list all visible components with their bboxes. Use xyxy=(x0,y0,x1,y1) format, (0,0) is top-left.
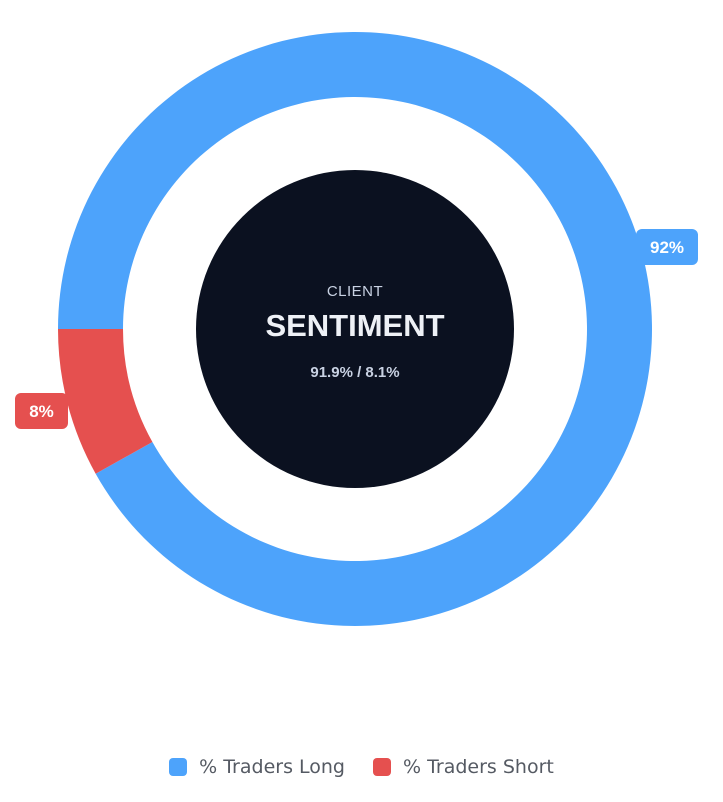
center-disc xyxy=(196,170,514,488)
legend-swatch-long xyxy=(169,758,188,776)
data-labels-layer: 92% 8% xyxy=(15,229,698,429)
legend-item-long[interactable]: % Traders Long xyxy=(169,756,345,778)
slices-layer xyxy=(58,31,652,627)
legend-item-short[interactable]: % Traders Short xyxy=(372,756,554,778)
data-label-short: 8% xyxy=(15,393,68,429)
slice-short[interactable] xyxy=(58,329,153,474)
legend-swatch-short xyxy=(372,758,391,776)
data-label-long: 92% xyxy=(636,229,698,265)
data-label-badge-long xyxy=(636,229,698,265)
center-kicker: CLIENT xyxy=(327,283,383,300)
legend-label-short: % Traders Short xyxy=(402,756,554,778)
center-ratio: 91.9% / 8.1% xyxy=(310,364,399,381)
data-label-text-short: 8% xyxy=(29,402,54,421)
data-label-text-long: 92% xyxy=(650,238,684,257)
data-label-badge-short xyxy=(15,393,68,429)
donut-chart: CLIENT SENTIMENT 91.9% / 8.1% 92% 8% xyxy=(15,31,698,627)
legend: % Traders Long % Traders Short xyxy=(0,756,723,778)
legend-label-long: % Traders Long xyxy=(199,756,345,778)
center-title: SENTIMENT xyxy=(265,308,444,343)
